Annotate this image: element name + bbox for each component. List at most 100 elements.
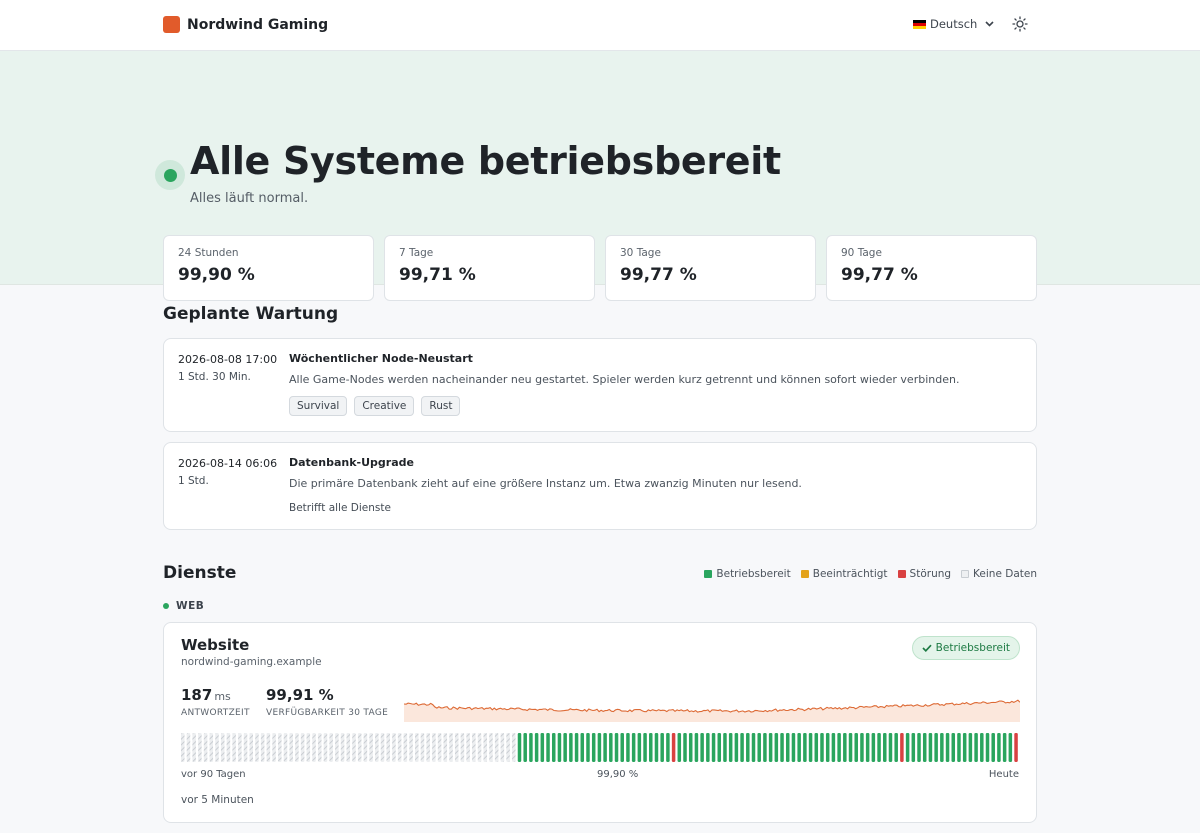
history-bar-no-data[interactable] bbox=[300, 733, 305, 762]
history-bar-no-data[interactable] bbox=[238, 733, 242, 762]
history-bar-no-data[interactable] bbox=[409, 733, 413, 762]
history-bar-ok[interactable] bbox=[551, 733, 556, 762]
history-bar-ok[interactable] bbox=[803, 733, 807, 762]
history-bar-ok[interactable] bbox=[911, 733, 916, 762]
history-bar-ok[interactable] bbox=[865, 733, 870, 762]
history-bar-ok[interactable] bbox=[860, 733, 864, 762]
history-bar-ok[interactable] bbox=[757, 733, 761, 762]
history-bar-no-data[interactable] bbox=[386, 733, 390, 762]
history-bar-ok[interactable] bbox=[808, 733, 813, 762]
history-bar-no-data[interactable] bbox=[466, 733, 470, 762]
service-card-website[interactable]: Website nordwind-gaming.example Betriebs… bbox=[163, 622, 1037, 823]
history-bar-ok[interactable] bbox=[534, 733, 539, 762]
history-bar-ok[interactable] bbox=[951, 733, 956, 762]
history-bar-ok[interactable] bbox=[546, 733, 550, 762]
history-bar-ok[interactable] bbox=[609, 733, 613, 762]
history-bar-no-data[interactable] bbox=[437, 733, 442, 762]
history-bar-no-data[interactable] bbox=[215, 733, 219, 762]
history-bar-no-data[interactable] bbox=[192, 733, 196, 762]
history-bar-no-data[interactable] bbox=[317, 733, 322, 762]
history-bar-no-data[interactable] bbox=[500, 733, 505, 762]
history-bar-ok[interactable] bbox=[586, 733, 590, 762]
history-bar-no-data[interactable] bbox=[266, 733, 271, 762]
history-bar-ok[interactable] bbox=[557, 733, 562, 762]
history-bar-no-data[interactable] bbox=[289, 733, 293, 762]
history-bar-ok[interactable] bbox=[746, 733, 750, 762]
history-bar-ok[interactable] bbox=[688, 733, 693, 762]
history-bar-no-data[interactable] bbox=[380, 733, 385, 762]
history-bar-ok[interactable] bbox=[734, 733, 739, 762]
history-bar-no-data[interactable] bbox=[335, 733, 339, 762]
history-bar-no-data[interactable] bbox=[420, 733, 425, 762]
history-bar-no-data[interactable] bbox=[426, 733, 430, 762]
history-bar-ok[interactable] bbox=[694, 733, 699, 762]
history-bar-no-data[interactable] bbox=[477, 733, 482, 762]
history-bar-ok[interactable] bbox=[871, 733, 876, 762]
history-bar-no-data[interactable] bbox=[209, 733, 214, 762]
history-bar-ok[interactable] bbox=[968, 733, 973, 762]
history-bar-no-data[interactable] bbox=[226, 733, 231, 762]
history-bar-ok[interactable] bbox=[626, 733, 630, 762]
history-bar-no-data[interactable] bbox=[483, 733, 488, 762]
history-bar-ok[interactable] bbox=[1002, 733, 1007, 762]
history-bar-ok[interactable] bbox=[922, 733, 927, 762]
history-bar-ok[interactable] bbox=[917, 733, 921, 762]
history-bar-ok[interactable] bbox=[711, 733, 716, 762]
history-bar-ok[interactable] bbox=[751, 733, 756, 762]
history-bar-ok[interactable] bbox=[517, 733, 522, 762]
history-bar-no-data[interactable] bbox=[415, 733, 419, 762]
history-bar-ok[interactable] bbox=[945, 733, 950, 762]
history-bar-ok[interactable] bbox=[763, 733, 767, 762]
history-bar-down[interactable] bbox=[900, 733, 904, 762]
history-bar-no-data[interactable] bbox=[352, 733, 356, 762]
history-bar-ok[interactable] bbox=[791, 733, 796, 762]
history-bar-ok[interactable] bbox=[654, 733, 659, 762]
history-bar-no-data[interactable] bbox=[323, 733, 328, 762]
history-bar-ok[interactable] bbox=[666, 733, 670, 762]
history-bar-ok[interactable] bbox=[820, 733, 824, 762]
history-bar-ok[interactable] bbox=[997, 733, 1001, 762]
history-bar-no-data[interactable] bbox=[494, 733, 499, 762]
history-bar-ok[interactable] bbox=[603, 733, 607, 762]
history-bar-ok[interactable] bbox=[940, 733, 944, 762]
history-bar-ok[interactable] bbox=[831, 733, 836, 762]
history-bar-ok[interactable] bbox=[785, 733, 790, 762]
history-bar-no-data[interactable] bbox=[506, 733, 510, 762]
history-bar-ok[interactable] bbox=[974, 733, 978, 762]
history-bar-ok[interactable] bbox=[574, 733, 579, 762]
history-bar-ok[interactable] bbox=[717, 733, 722, 762]
history-bar-ok[interactable] bbox=[683, 733, 687, 762]
history-bar-no-data[interactable] bbox=[329, 733, 333, 762]
history-bar-ok[interactable] bbox=[643, 733, 647, 762]
history-bar-no-data[interactable] bbox=[186, 733, 191, 762]
history-bar-ok[interactable] bbox=[728, 733, 733, 762]
history-bar-ok[interactable] bbox=[985, 733, 990, 762]
history-bar-ok[interactable] bbox=[957, 733, 961, 762]
history-bar-ok[interactable] bbox=[614, 733, 619, 762]
history-bar-ok[interactable] bbox=[825, 733, 830, 762]
history-bar-no-data[interactable] bbox=[392, 733, 396, 762]
history-bar-ok[interactable] bbox=[569, 733, 573, 762]
history-bar-no-data[interactable] bbox=[472, 733, 476, 762]
history-bar-ok[interactable] bbox=[768, 733, 773, 762]
history-bar-ok[interactable] bbox=[540, 733, 545, 762]
history-bar-no-data[interactable] bbox=[255, 733, 259, 762]
history-bar-no-data[interactable] bbox=[512, 733, 516, 762]
history-bar-no-data[interactable] bbox=[203, 733, 208, 762]
history-bar-ok[interactable] bbox=[934, 733, 938, 762]
history-bar-ok[interactable] bbox=[723, 733, 727, 762]
history-bar-down[interactable] bbox=[671, 733, 676, 762]
history-bar-no-data[interactable] bbox=[460, 733, 465, 762]
history-bar-no-data[interactable] bbox=[346, 733, 351, 762]
history-bar-ok[interactable] bbox=[991, 733, 995, 762]
history-bar-no-data[interactable] bbox=[403, 733, 408, 762]
history-bar-ok[interactable] bbox=[774, 733, 779, 762]
history-bar-ok[interactable] bbox=[523, 733, 527, 762]
history-bar-no-data[interactable] bbox=[449, 733, 453, 762]
history-bar-no-data[interactable] bbox=[243, 733, 248, 762]
history-bar-no-data[interactable] bbox=[454, 733, 459, 762]
history-bar-no-data[interactable] bbox=[198, 733, 202, 762]
history-bar-no-data[interactable] bbox=[249, 733, 253, 762]
history-bar-ok[interactable] bbox=[580, 733, 585, 762]
history-bar-no-data[interactable] bbox=[397, 733, 402, 762]
